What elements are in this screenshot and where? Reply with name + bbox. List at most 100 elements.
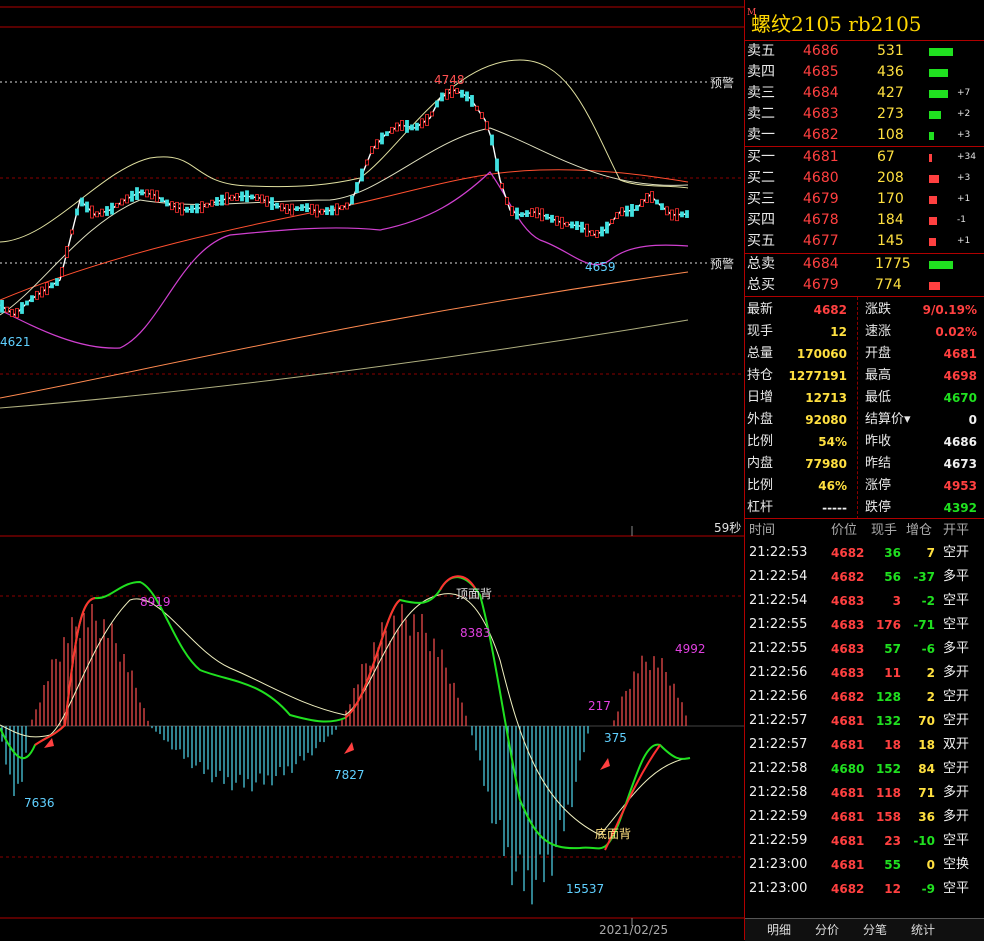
header-type: 开平 [943,523,970,538]
trade-oi-change: 7 [926,546,935,560]
ask-volume: 427 [877,85,904,101]
trade-row[interactable]: 21:22:57 4681 18 18 双开 [745,733,984,757]
bid-row[interactable]: 买二 4680 208 +3 [745,168,984,189]
trade-row[interactable]: 21:22:55 4683 176 -71 空平 [745,613,984,637]
candle [495,158,499,172]
trade-row[interactable]: 21:22:57 4681 132 70 空开 [745,709,984,733]
candle [160,197,164,203]
kline-chart[interactable]: 预警 预警 4748 4659 4621 59秒 顶面背 底面背 8919 83… [0,0,744,940]
stat-value: 4686 [943,435,977,449]
stat-value: 1277191 [788,369,847,383]
candle [620,207,624,217]
dif-up-segments [34,575,661,851]
candle [625,205,629,217]
trade-time: 21:22:58 [749,785,808,800]
trade-ticks[interactable]: 时间 价位 现手 增仓 开平 21:22:53 4682 36 7 空开 21:22:54… [745,518,984,918]
tab-detail[interactable]: 明细 [766,923,791,937]
candle [135,187,139,201]
candle [450,85,454,98]
bid-change: +1 [957,236,971,246]
stat-value: 12 [830,325,847,339]
tab-price-dist[interactable]: 分价 [814,923,839,937]
ask-row[interactable]: 卖三 4684 427 +7 [745,83,984,104]
stat-label: 日增 [747,390,774,405]
stat-value: 170060 [796,347,847,361]
tab-statistics[interactable]: 统计 [910,923,935,937]
bid-row[interactable]: 买三 4679 170 +1 [745,189,984,210]
candle [120,198,124,206]
candle [235,193,239,201]
candle [65,246,69,258]
stat-value: 4673 [943,457,977,471]
candle [130,190,134,202]
bid-row[interactable]: 买一 4681 67 +34 [745,147,984,168]
macd-label-4992: 4992 [675,642,706,656]
total-row: 总买 4679 774 [745,275,984,296]
trade-type: 双开 [943,737,970,752]
trade-row[interactable]: 21:22:58 4680 152 84 空开 [745,757,984,781]
candle [395,122,399,132]
candle [0,299,4,313]
bid-row[interactable]: 买四 4678 184 -1 [745,210,984,231]
trade-oi-change: -71 [913,618,935,632]
candle [60,267,64,277]
ask-change: +2 [957,109,971,119]
candle [295,206,299,212]
candle [525,210,529,218]
ask-label: 卖一 [747,127,775,143]
macd-label-8919: 8919 [140,595,171,609]
macd-label-7827: 7827 [334,768,365,782]
trade-row[interactable]: 21:22:59 4681 158 36 多开 [745,805,984,829]
trade-type: 多开 [943,665,970,680]
trade-row[interactable]: 21:22:54 4683 3 -2 空平 [745,589,984,613]
trade-time: 21:22:55 [749,641,808,656]
candle [205,202,209,208]
trade-hand: 158 [875,810,901,824]
trade-price: 4680 [831,762,865,776]
trade-row[interactable]: 21:22:55 4683 57 -6 多平 [745,637,984,661]
trade-oi-change: 36 [918,810,935,824]
stat-value: 12713 [805,391,847,405]
trade-row[interactable]: 21:22:53 4682 36 7 空开 [745,541,984,565]
stat-label: 跌停 [865,500,892,515]
ask-row[interactable]: 卖一 4682 108 +3 [745,125,984,146]
tab-ticks[interactable]: 分笔 [862,923,887,937]
ask-row[interactable]: 卖四 4685 436 [745,62,984,83]
trade-row[interactable]: 21:23:00 4681 55 0 空换 [745,853,984,877]
trade-row[interactable]: 21:22:54 4682 56 -37 多平 [745,565,984,589]
bid-row[interactable]: 买五 4677 145 +1 [745,231,984,252]
candle [460,89,464,98]
trade-hand: 12 [884,882,901,896]
trade-hand: 128 [875,690,901,704]
candle [10,309,14,317]
candle [520,212,524,218]
bid-price: 4677 [803,233,839,249]
trade-oi-change: 84 [918,762,935,776]
ask-row[interactable]: 卖二 4683 273 +2 [745,104,984,125]
ask-row[interactable]: 卖五 4686 531 [745,41,984,62]
stat-value: 4698 [943,369,977,383]
stat-label: 现手 [747,324,774,339]
header-oi: 增仓 [906,523,933,538]
trade-oi-change: 71 [918,786,935,800]
stat-row: 比例 46% [745,475,984,496]
stat-value: 4953 [943,479,977,493]
trade-row[interactable]: 21:22:56 4683 11 2 多开 [745,661,984,685]
ask-label: 卖二 [747,106,775,122]
candle [250,194,254,200]
trade-row[interactable]: 21:22:56 4682 128 2 空开 [745,685,984,709]
candle [155,190,159,203]
candle [470,95,474,107]
candle [490,134,494,146]
bid-volume-bar [929,196,937,204]
stat-label: 涨跌 [865,302,892,317]
candle [35,290,39,300]
trade-row[interactable]: 21:23:00 4682 12 -9 空平 [745,877,984,901]
boll-mid [0,127,689,316]
stat-label: 最高 [865,368,892,383]
candle [685,210,689,218]
trade-price: 4682 [831,690,865,704]
total-price: 4679 [803,277,839,293]
trade-row[interactable]: 21:22:58 4681 118 71 多开 [745,781,984,805]
trade-row[interactable]: 21:22:59 4681 23 -10 空平 [745,829,984,853]
